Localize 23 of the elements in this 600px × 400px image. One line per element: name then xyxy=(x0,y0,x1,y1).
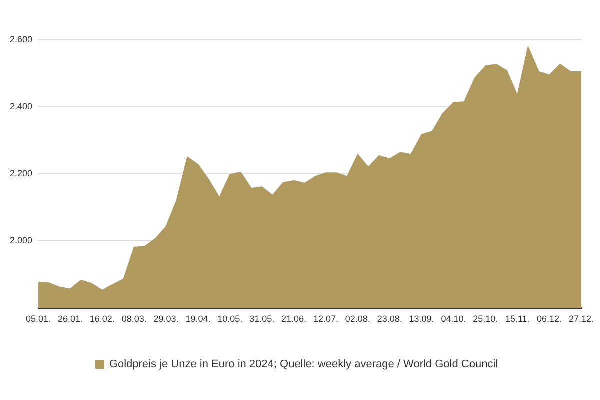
y-tick-label: 2.000 xyxy=(10,236,33,246)
x-tick-label: 13.09. xyxy=(409,314,434,324)
y-tick-label: 2.600 xyxy=(10,34,33,44)
x-tick-label: 26.01. xyxy=(58,314,83,324)
x-tick-label: 23.08. xyxy=(377,314,402,324)
y-tick-label: 2.200 xyxy=(10,168,33,179)
x-tick-label: 10.05. xyxy=(218,314,243,324)
x-tick-label: 08.03. xyxy=(122,314,147,324)
x-tick-label: 05.01. xyxy=(26,314,52,324)
x-tick-label: 31.05. xyxy=(250,314,275,324)
x-tick-label: 19.04. xyxy=(186,314,211,324)
x-tick-label: 12.07. xyxy=(313,314,338,324)
x-tick-label: 02.08. xyxy=(345,314,370,324)
x-tick-label: 04.10. xyxy=(441,314,466,324)
x-tick-label: 16.02. xyxy=(90,314,115,324)
x-tick-label: 15.11. xyxy=(505,314,530,324)
x-tick-label: 06.12. xyxy=(537,314,562,324)
x-tick-label: 27.12. xyxy=(568,314,594,324)
x-tick-label: 29.03. xyxy=(154,314,179,324)
y-tick-label: 2.400 xyxy=(10,102,33,112)
legend-label: Goldpreis je Unze in Euro in 2024; Quelle: weekly average / World Gold Council xyxy=(109,358,498,371)
x-tick-label: 25.10. xyxy=(473,314,498,324)
x-tick-label: 21.06. xyxy=(282,314,307,324)
